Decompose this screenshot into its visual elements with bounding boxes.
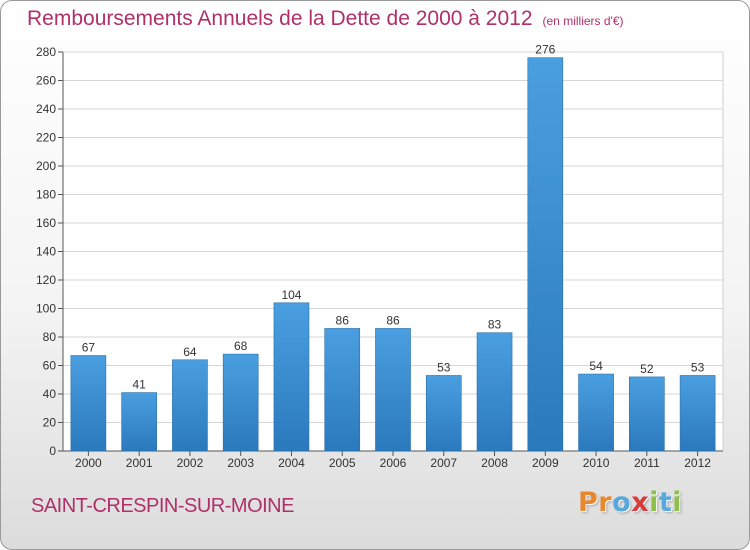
bar bbox=[578, 373, 614, 452]
bar-value-label: 83 bbox=[488, 318, 502, 332]
bar bbox=[324, 328, 361, 452]
x-tick-label: 2010 bbox=[583, 456, 610, 470]
bar-value-label: 68 bbox=[234, 339, 248, 353]
bar-value-label: 104 bbox=[281, 288, 301, 302]
logo-letter: t bbox=[658, 487, 673, 518]
bar bbox=[375, 328, 411, 452]
y-tick-label: 260 bbox=[36, 74, 56, 88]
y-tick-label: 60 bbox=[43, 359, 57, 373]
logo-letter: i bbox=[672, 487, 683, 518]
bar-value-label: 86 bbox=[386, 313, 400, 327]
bar-value-label: 52 bbox=[640, 362, 654, 376]
y-tick-label: 140 bbox=[36, 245, 56, 259]
y-tick-label: 200 bbox=[36, 159, 56, 173]
x-tick-label: 2003 bbox=[227, 456, 254, 470]
bar-value-label: 64 bbox=[183, 345, 197, 359]
logo-letter: x bbox=[631, 487, 650, 518]
bar-value-label: 53 bbox=[437, 360, 451, 374]
bar bbox=[222, 353, 259, 452]
y-tick-label: 20 bbox=[43, 416, 57, 430]
x-tick-label: 2001 bbox=[126, 456, 153, 470]
y-tick-label: 180 bbox=[36, 188, 56, 202]
y-tick-label: 240 bbox=[36, 102, 56, 116]
bar bbox=[273, 302, 310, 452]
x-tick-label: 2000 bbox=[75, 456, 102, 470]
bar-value-label: 276 bbox=[535, 43, 555, 57]
y-tick-label: 40 bbox=[43, 387, 57, 401]
x-tick-label: 2012 bbox=[684, 456, 711, 470]
bar bbox=[121, 392, 157, 452]
x-tick-label: 2011 bbox=[634, 456, 660, 470]
bar bbox=[679, 375, 716, 452]
x-tick-label: 2002 bbox=[177, 456, 204, 470]
logo-letter: o bbox=[612, 487, 632, 518]
x-tick-label: 2008 bbox=[481, 456, 508, 470]
chart-unit-note: (en milliers d'€) bbox=[542, 14, 624, 28]
chart-title-text: Remboursements Annuels de la Dette de 20… bbox=[27, 7, 533, 30]
bar-value-label: 67 bbox=[82, 341, 96, 355]
bar bbox=[425, 375, 462, 452]
logo-letter: r bbox=[598, 487, 613, 518]
x-tick-label: 2005 bbox=[329, 456, 356, 470]
x-tick-label: 2004 bbox=[278, 456, 305, 470]
x-tick-label: 2009 bbox=[532, 456, 559, 470]
logo-letter: P bbox=[578, 487, 599, 518]
y-tick-label: 120 bbox=[36, 273, 56, 287]
bar-value-label: 53 bbox=[691, 360, 705, 374]
bar bbox=[527, 57, 564, 452]
town-name: SAINT-CRESPIN-SUR-MOINE bbox=[31, 495, 294, 517]
x-tick-label: 2006 bbox=[380, 456, 407, 470]
logo-letter: i bbox=[649, 487, 659, 518]
y-tick-label: 0 bbox=[49, 444, 56, 458]
chart-title: Remboursements Annuels de la Dette de 20… bbox=[27, 7, 624, 31]
bar-value-label: 86 bbox=[336, 313, 350, 327]
y-tick-label: 80 bbox=[43, 330, 57, 344]
y-tick-label: 280 bbox=[36, 45, 56, 59]
bar bbox=[476, 332, 513, 452]
bar-value-label: 54 bbox=[589, 359, 603, 373]
y-tick-label: 160 bbox=[36, 216, 56, 230]
bar bbox=[70, 355, 107, 452]
proxiti-logo: Proxiti bbox=[578, 487, 682, 518]
y-tick-label: 220 bbox=[36, 131, 56, 145]
bar bbox=[629, 376, 665, 452]
x-tick-label: 2007 bbox=[430, 456, 457, 470]
bar bbox=[172, 359, 208, 452]
bar-value-label: 41 bbox=[132, 378, 146, 392]
y-tick-label: 100 bbox=[36, 302, 56, 316]
